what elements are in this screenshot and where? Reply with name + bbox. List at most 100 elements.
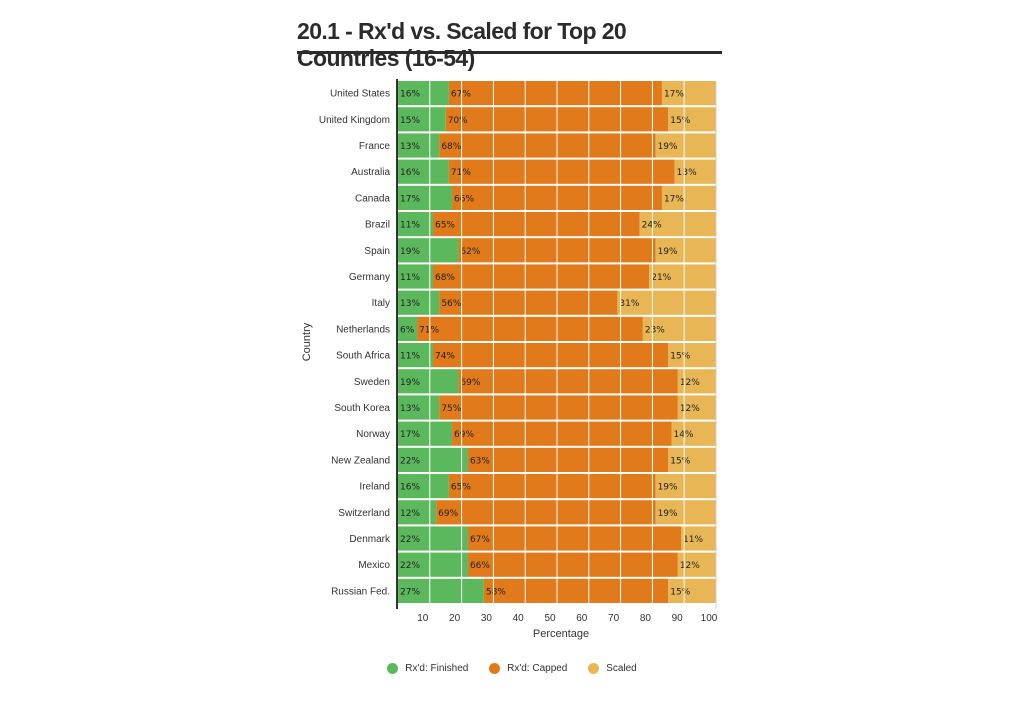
x-tick-label-10: 10	[417, 613, 429, 624]
bar-new-zealand-scaled[interactable]	[668, 447, 716, 472]
value-label-new-zealand-finished: 22%	[400, 456, 420, 466]
bar-mexico-capped[interactable]	[467, 552, 678, 577]
bar-united-kingdom-finished[interactable]	[398, 107, 446, 132]
bar-mexico-finished[interactable]	[398, 552, 468, 577]
category-label-norway: Norway	[356, 429, 390, 440]
bar-united-states-scaled[interactable]	[661, 81, 716, 106]
bar-united-states-finished[interactable]	[398, 81, 449, 106]
bar-australia-finished[interactable]	[398, 159, 449, 184]
bar-switzerland-scaled[interactable]	[655, 500, 716, 525]
x-tick-label-80: 80	[640, 613, 652, 624]
bar-ireland-finished[interactable]	[398, 474, 449, 499]
bar-italy-capped[interactable]	[439, 290, 618, 315]
bar-denmark-scaled[interactable]	[681, 526, 716, 551]
bar-norway-scaled[interactable]	[671, 421, 716, 446]
bar-canada-finished[interactable]	[398, 185, 453, 210]
value-label-south-korea-scaled: 12%	[680, 404, 700, 414]
bar-denmark-finished[interactable]	[398, 526, 468, 551]
value-label-spain-capped: 62%	[460, 247, 480, 257]
bar-brazil-finished[interactable]	[398, 212, 433, 237]
bar-australia-capped[interactable]	[448, 159, 675, 184]
bar-united-kingdom-scaled[interactable]	[668, 107, 716, 132]
x-tick-label-90: 90	[672, 613, 684, 624]
bar-canada-scaled[interactable]	[661, 185, 716, 210]
bar-australia-scaled[interactable]	[674, 159, 716, 184]
value-label-united-kingdom-capped: 70%	[448, 116, 468, 126]
bar-south-korea-finished[interactable]	[398, 395, 440, 420]
value-label-mexico-finished: 22%	[400, 561, 420, 571]
category-label-germany: Germany	[349, 272, 390, 283]
x-axis-title: Percentage	[533, 628, 589, 640]
legend-item-scaled[interactable]: Scaled	[588, 663, 637, 674]
bar-russian-fed-capped[interactable]	[483, 578, 669, 603]
category-label-south-africa: South Africa	[336, 351, 390, 362]
bar-brazil-capped[interactable]	[432, 212, 640, 237]
bar-sweden-capped[interactable]	[458, 369, 678, 394]
value-label-italy-capped: 56%	[441, 299, 461, 309]
category-label-canada: Canada	[355, 193, 390, 204]
x-tick-label-30: 30	[481, 613, 493, 624]
legend-label-finished: Rx'd: Finished	[405, 663, 469, 674]
bar-russian-fed-scaled[interactable]	[668, 578, 716, 603]
value-label-germany-capped: 68%	[435, 273, 455, 283]
bar-south-africa-finished[interactable]	[398, 343, 433, 368]
value-label-france-finished: 13%	[400, 142, 420, 152]
category-label-australia: Australia	[351, 167, 390, 178]
bar-south-africa-scaled[interactable]	[668, 343, 716, 368]
value-label-canada-scaled: 17%	[664, 194, 684, 204]
bar-ireland-capped[interactable]	[448, 474, 656, 499]
value-label-australia-finished: 16%	[400, 168, 420, 178]
bar-netherlands-capped[interactable]	[417, 316, 643, 341]
title-underline	[297, 51, 722, 54]
category-label-ireland: Ireland	[359, 482, 390, 493]
x-tick-label-20: 20	[449, 613, 461, 624]
category-label-russian-fed: Russian Fed.	[331, 586, 390, 597]
bar-germany-capped[interactable]	[432, 264, 650, 289]
value-label-south-africa-capped: 74%	[435, 352, 455, 362]
bar-russian-fed-finished[interactable]	[398, 578, 484, 603]
value-label-france-scaled: 19%	[658, 142, 678, 152]
bar-germany-scaled[interactable]	[649, 264, 716, 289]
value-label-netherlands-finished: 6%	[400, 325, 415, 335]
category-label-united-states: United States	[330, 89, 390, 100]
bar-switzerland-capped[interactable]	[436, 500, 656, 525]
bar-italy-finished[interactable]	[398, 290, 440, 315]
bar-germany-finished[interactable]	[398, 264, 433, 289]
bar-netherlands-scaled[interactable]	[642, 316, 716, 341]
bar-spain-finished[interactable]	[398, 238, 459, 263]
bar-united-states-capped[interactable]	[448, 81, 662, 106]
category-label-denmark: Denmark	[349, 534, 391, 545]
legend-swatch-capped	[489, 663, 501, 674]
bar-norway-finished[interactable]	[398, 421, 453, 446]
value-label-italy-finished: 13%	[400, 299, 420, 309]
value-label-canada-capped: 66%	[454, 194, 474, 204]
category-label-brazil: Brazil	[365, 220, 390, 231]
bar-norway-capped[interactable]	[452, 421, 672, 446]
bar-denmark-capped[interactable]	[467, 526, 682, 551]
category-label-italy: Italy	[372, 298, 390, 309]
y-axis-title: Country	[301, 322, 313, 361]
bar-south-korea-capped[interactable]	[439, 395, 678, 420]
value-label-norway-finished: 17%	[400, 430, 420, 440]
bar-france-capped[interactable]	[439, 133, 656, 158]
legend-item-finished[interactable]: Rx'd: Finished	[387, 663, 468, 674]
value-label-ireland-scaled: 19%	[658, 483, 678, 493]
bar-netherlands-finished[interactable]	[398, 316, 418, 341]
category-label-france: France	[359, 141, 391, 152]
bar-new-zealand-finished[interactable]	[398, 447, 468, 472]
bar-france-scaled[interactable]	[655, 133, 716, 158]
category-label-spain: Spain	[364, 246, 390, 257]
bar-new-zealand-capped[interactable]	[467, 447, 669, 472]
value-label-brazil-capped: 65%	[435, 221, 455, 231]
legend-label-capped: Rx'd: Capped	[507, 663, 568, 674]
bar-south-africa-capped[interactable]	[432, 343, 669, 368]
bar-spain-scaled[interactable]	[655, 238, 716, 263]
bar-sweden-finished[interactable]	[398, 369, 459, 394]
bar-ireland-scaled[interactable]	[655, 474, 716, 499]
value-label-sweden-scaled: 12%	[680, 378, 700, 388]
value-label-sweden-finished: 19%	[400, 378, 420, 388]
value-label-russian-fed-capped: 58%	[486, 587, 506, 597]
legend-item-capped[interactable]: Rx'd: Capped	[489, 663, 567, 674]
bar-italy-scaled[interactable]	[617, 290, 716, 315]
bar-france-finished[interactable]	[398, 133, 440, 158]
